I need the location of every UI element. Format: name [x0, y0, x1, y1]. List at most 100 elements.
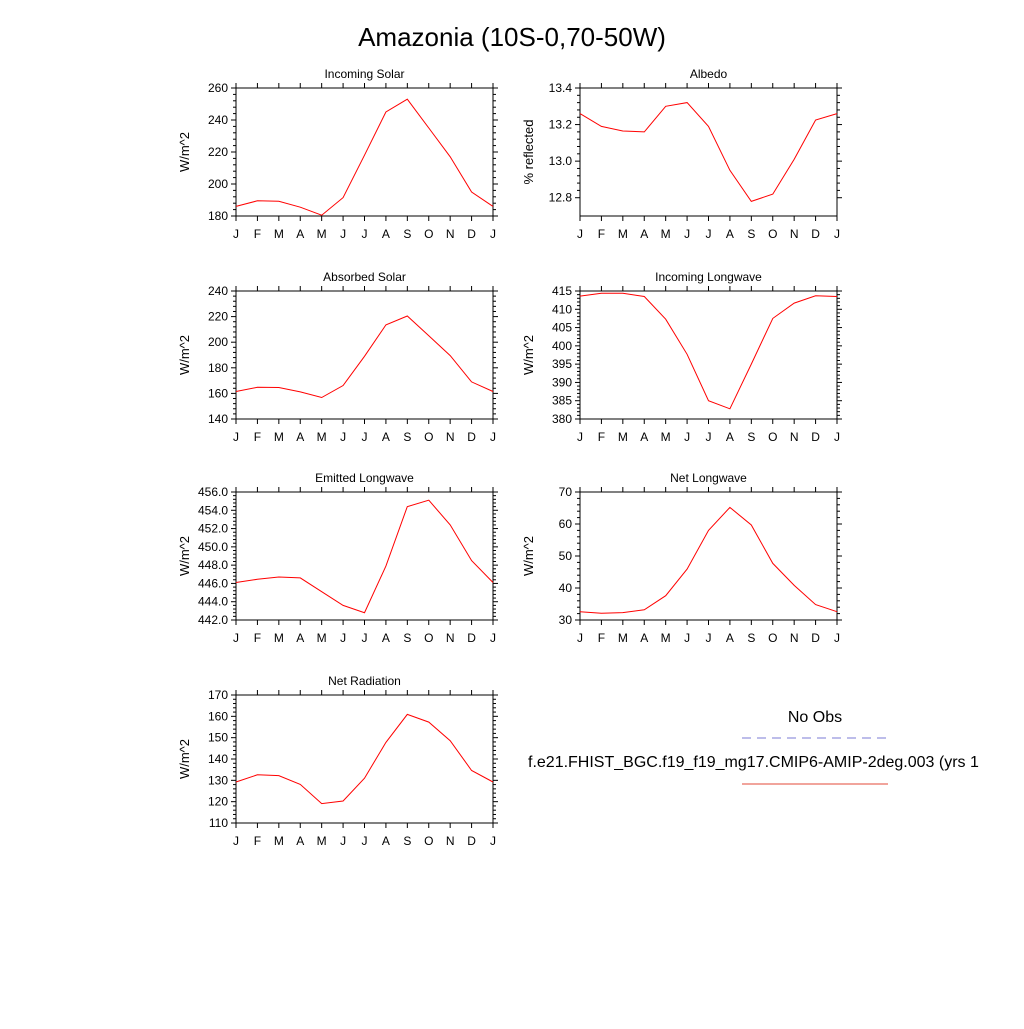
x-tick-label: J: [706, 227, 712, 241]
y-tick-label: 415: [552, 284, 572, 298]
x-tick-label: M: [274, 430, 284, 444]
y-tick-label: 13.4: [549, 81, 573, 95]
x-tick-label: J: [490, 834, 496, 848]
x-tick-label: J: [577, 631, 583, 645]
panel-title: Net Longwave: [670, 471, 747, 485]
legend-obs-label: No Obs: [788, 709, 842, 726]
x-tick-label: F: [254, 227, 261, 241]
y-tick-label: 450.0: [198, 540, 228, 554]
plot-frame: [235, 694, 494, 824]
x-tick-label: M: [317, 227, 327, 241]
panel-title: Emitted Longwave: [315, 471, 414, 485]
y-tick-label: 140: [208, 412, 228, 426]
y-tick-label: 220: [208, 145, 228, 159]
x-tick-label: D: [811, 631, 820, 645]
y-tick-label: 50: [559, 549, 573, 563]
legend: No Obs f.e21.FHIST_BGC.f19_f19_mg17.CMIP…: [528, 709, 979, 785]
x-tick-label: D: [811, 430, 820, 444]
x-tick-label: N: [790, 227, 799, 241]
y-tick-label: 13.2: [549, 118, 573, 132]
x-tick-label: S: [747, 631, 755, 645]
x-tick-label: M: [274, 631, 284, 645]
y-tick-label: 40: [559, 581, 573, 595]
series-line: [235, 499, 494, 614]
y-tick-label: 220: [208, 310, 228, 324]
y-tick-label: 12.8: [549, 191, 573, 205]
legend-model-label: f.e21.FHIST_BGC.f19_f19_mg17.CMIP6-AMIP-…: [528, 754, 979, 771]
x-tick-label: O: [424, 430, 433, 444]
y-tick-label: 140: [208, 752, 228, 766]
x-tick-label: J: [834, 227, 840, 241]
x-tick-label: S: [403, 834, 411, 848]
y-tick-label: 456.0: [198, 485, 228, 499]
x-tick-label: O: [424, 227, 433, 241]
y-tick-label: 160: [208, 386, 228, 400]
y-axis-label: W/m^2: [177, 739, 192, 779]
plot-frame: [235, 290, 494, 420]
x-tick-label: A: [640, 227, 648, 241]
x-tick-label: J: [706, 631, 712, 645]
x-tick-label: J: [684, 227, 690, 241]
x-tick-label: F: [598, 430, 605, 444]
y-tick-label: 60: [559, 517, 573, 531]
x-tick-label: J: [490, 430, 496, 444]
x-tick-label: A: [296, 430, 304, 444]
x-tick-label: A: [296, 834, 304, 848]
y-tick-label: 444.0: [198, 595, 228, 609]
x-tick-label: F: [254, 430, 261, 444]
series-line: [235, 315, 494, 399]
x-tick-label: M: [317, 834, 327, 848]
x-tick-label: O: [424, 631, 433, 645]
y-tick-label: 13.0: [549, 154, 573, 168]
x-tick-label: M: [317, 631, 327, 645]
plot-frame: [235, 87, 494, 217]
x-tick-label: J: [340, 227, 346, 241]
x-tick-label: S: [747, 227, 755, 241]
x-tick-label: A: [382, 631, 390, 645]
x-tick-label: N: [790, 631, 799, 645]
x-tick-label: A: [382, 834, 390, 848]
y-tick-label: 200: [208, 335, 228, 349]
x-tick-label: N: [790, 430, 799, 444]
y-tick-label: 405: [552, 321, 572, 335]
x-tick-label: S: [747, 430, 755, 444]
x-tick-label: J: [340, 430, 346, 444]
y-tick-label: 130: [208, 773, 228, 787]
x-tick-label: M: [661, 631, 671, 645]
x-tick-label: J: [362, 227, 368, 241]
series-line: [235, 98, 494, 216]
y-tick-label: 150: [208, 731, 228, 745]
panel-title: Absorbed Solar: [323, 270, 406, 284]
x-tick-label: J: [340, 631, 346, 645]
y-tick-label: 170: [208, 688, 228, 702]
x-tick-label: A: [296, 631, 304, 645]
x-tick-label: O: [768, 227, 777, 241]
y-tick-label: 448.0: [198, 558, 228, 572]
x-tick-label: M: [661, 227, 671, 241]
x-tick-label: A: [640, 631, 648, 645]
x-tick-label: D: [811, 227, 820, 241]
y-tick-label: 70: [559, 485, 573, 499]
x-tick-label: S: [403, 430, 411, 444]
x-tick-label: J: [706, 430, 712, 444]
series-line: [579, 102, 838, 202]
x-tick-label: F: [598, 227, 605, 241]
x-tick-label: O: [768, 430, 777, 444]
y-tick-label: 395: [552, 357, 572, 371]
x-tick-label: J: [834, 430, 840, 444]
x-tick-label: A: [640, 430, 648, 444]
x-tick-label: O: [424, 834, 433, 848]
x-tick-label: D: [467, 227, 476, 241]
panel-title: Incoming Longwave: [655, 270, 762, 284]
x-tick-label: J: [233, 834, 239, 848]
y-axis-label: % reflected: [521, 119, 536, 184]
plot-frame: [579, 491, 838, 621]
x-tick-label: N: [446, 227, 455, 241]
